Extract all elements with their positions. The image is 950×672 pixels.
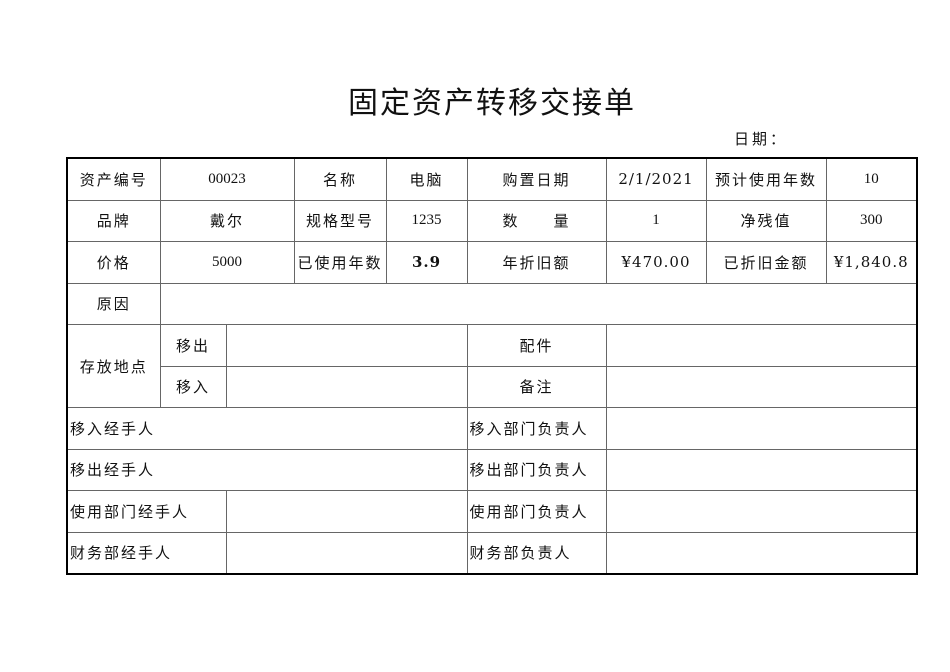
out-dept-head-label: 移出部门负责人 [466, 448, 607, 491]
table-row: 价格 5000 已使用年数 3.9 年折旧额 ¥470.00 已折旧金额 ¥1,… [66, 241, 918, 284]
purchase-date-label: 购置日期 [466, 157, 607, 201]
in-location-field[interactable] [225, 365, 468, 408]
model-value[interactable]: 1235 [385, 199, 468, 242]
model-label: 规格型号 [293, 199, 387, 242]
table-row: 使用部门经手人 使用部门负责人 [66, 490, 918, 533]
use-handler-field[interactable] [225, 490, 468, 533]
in-dept-head-field[interactable] [605, 407, 918, 450]
quantity-value[interactable]: 1 [605, 199, 707, 242]
table-row: 财务部经手人 财务部负责人 [66, 531, 918, 575]
out-handler-label: 移出经手人 [66, 448, 468, 491]
name-label: 名称 [293, 157, 387, 201]
reason-label: 原因 [66, 282, 161, 325]
table-row: 移入 备注 [67, 365, 918, 408]
out-dept-head-field[interactable] [605, 448, 918, 491]
location-label: 存放地点 [66, 324, 161, 408]
total-dep-value[interactable]: ¥1,840.8 [825, 241, 918, 284]
fin-handler-label: 财务部经手人 [66, 531, 227, 575]
residual-label: 净残值 [705, 199, 827, 242]
used-years-value[interactable]: 3.9 [385, 241, 468, 284]
in-handler-label: 移入经手人 [66, 407, 468, 450]
table-row: 移入经手人 移入部门负责人 [66, 407, 918, 450]
reason-field[interactable] [159, 282, 918, 325]
price-value[interactable]: 5000 [159, 241, 295, 284]
annual-dep-value[interactable]: ¥470.00 [605, 241, 707, 284]
price-label: 价格 [66, 241, 161, 284]
fin-head-field[interactable] [605, 531, 918, 575]
use-dept-head-label: 使用部门负责人 [466, 490, 607, 533]
in-dept-head-label: 移入部门负责人 [466, 407, 607, 450]
fin-handler-field[interactable] [225, 531, 468, 575]
table-row: 品牌 戴尔 规格型号 1235 数 量 1 净残值 300 [66, 199, 918, 242]
table-row: 资产编号 00023 名称 电脑 购置日期 2/1/2021 预计使用年数 10 [66, 157, 918, 201]
parts-label: 配件 [466, 324, 607, 367]
transfer-form-table: 资产编号 00023 名称 电脑 购置日期 2/1/2021 预计使用年数 10… [66, 157, 918, 575]
asset-no-label: 资产编号 [66, 157, 161, 201]
use-handler-label: 使用部门经手人 [66, 490, 227, 533]
name-value[interactable]: 电脑 [385, 157, 468, 201]
use-dept-head-field[interactable] [605, 490, 918, 533]
table-row: 原因 [66, 282, 918, 325]
residual-value[interactable]: 300 [825, 199, 918, 242]
date-label: 日期： [734, 130, 789, 148]
asset-no-value[interactable]: 00023 [159, 157, 295, 201]
brand-value[interactable]: 戴尔 [159, 199, 295, 242]
expected-years-value[interactable]: 10 [825, 157, 918, 201]
table-row: 存放地点 移出 配件 [66, 324, 918, 408]
fin-head-label: 财务部负责人 [466, 531, 607, 575]
used-years-label: 已使用年数 [293, 241, 387, 284]
remark-label: 备注 [466, 365, 607, 408]
annual-dep-label: 年折旧额 [466, 241, 607, 284]
table-row: 移出经手人 移出部门负责人 [66, 448, 918, 491]
total-dep-label: 已折旧金额 [705, 241, 827, 284]
parts-field[interactable] [605, 324, 918, 367]
out-label: 移出 [159, 324, 227, 367]
remark-field[interactable] [605, 365, 918, 408]
quantity-label: 数 量 [466, 199, 607, 242]
purchase-date-value[interactable]: 2/1/2021 [605, 157, 707, 201]
page-title: 固定资产转移交接单 [348, 86, 636, 121]
out-location-field[interactable] [225, 324, 468, 367]
in-label: 移入 [159, 365, 227, 408]
expected-years-label: 预计使用年数 [705, 157, 827, 201]
brand-label: 品牌 [66, 199, 161, 242]
